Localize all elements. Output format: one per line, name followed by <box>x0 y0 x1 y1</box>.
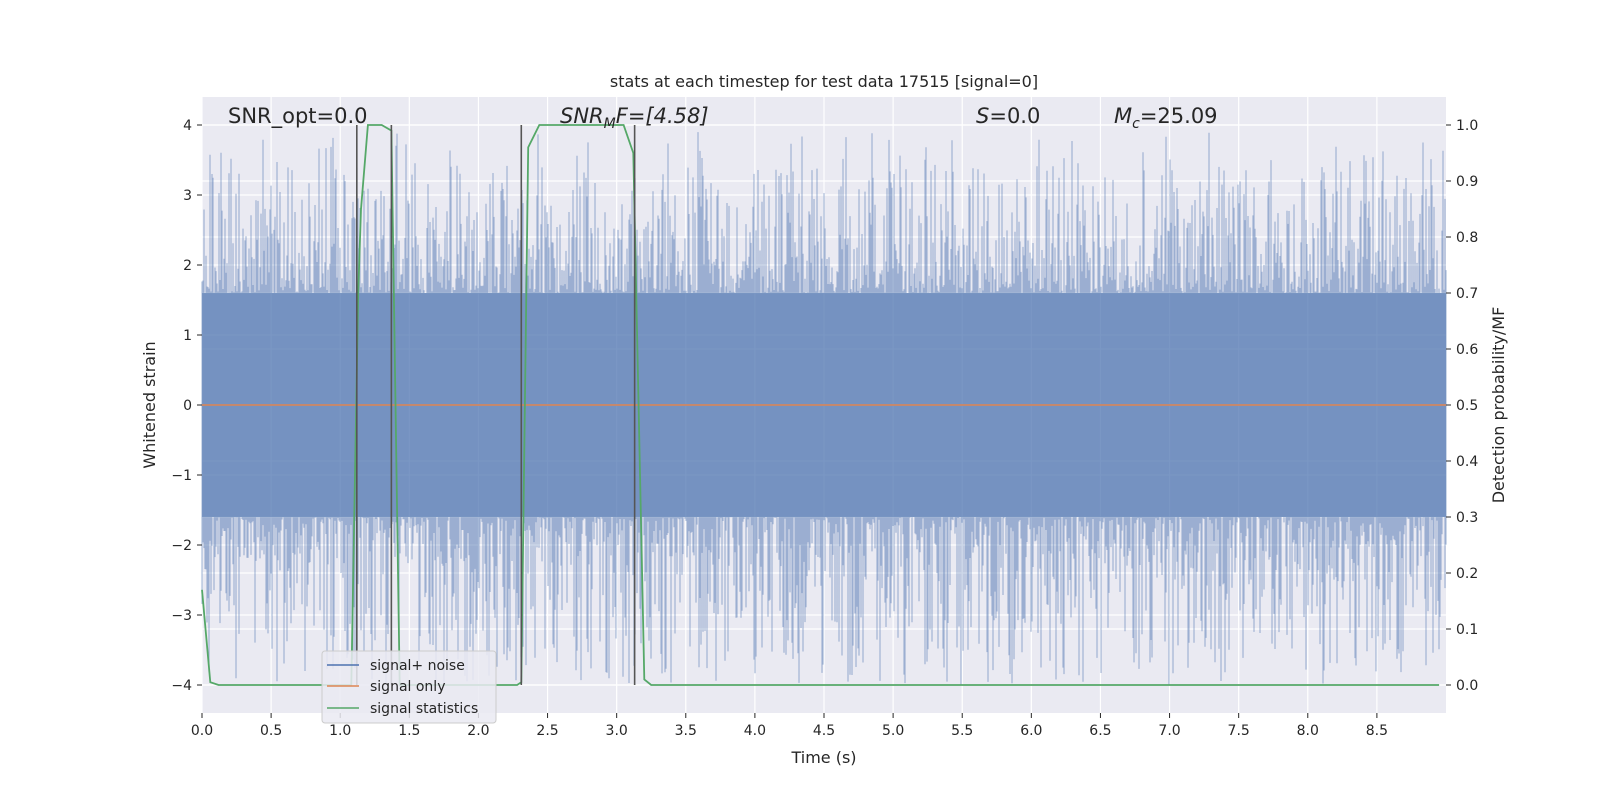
x-tick-label: 3.5 <box>675 723 697 739</box>
annotation-snr-mf: SNRMF=[4.58] <box>560 104 709 132</box>
y2-axis-label: Detection probability/MF <box>1489 307 1508 504</box>
y2-tick-label: 0.8 <box>1456 230 1478 246</box>
x-tick-label: 2.5 <box>536 723 558 739</box>
x-tick-label: 0.5 <box>260 723 282 739</box>
x-axis-label: Time (s) <box>790 748 856 767</box>
y-tick-label: 3 <box>183 188 192 204</box>
y2-tick-label: 0.4 <box>1456 454 1478 470</box>
y2-tick-label: 0.5 <box>1456 398 1478 414</box>
y-tick-label: 0 <box>183 398 192 414</box>
annotation-snr-mf-main: SNR <box>560 104 604 128</box>
annotation-mc-rest: =25.09 <box>1140 104 1218 128</box>
legend-label-signal-statistics: signal statistics <box>370 701 478 717</box>
chart-title: stats at each timestep for test data 175… <box>610 72 1038 91</box>
axes: 0.0 0.5 1.0 1.5 2.0 2.5 3.0 3.5 4.0 4.5 5.0 5.5 6.0 6… <box>171 118 1478 739</box>
annotation-snr-mf-rest: F=[4.58] <box>616 104 709 128</box>
x-tick-label: 7.5 <box>1228 723 1250 739</box>
annotation-snr-opt: SNR_opt=0.0 <box>228 104 368 129</box>
annotation-mc-sub: c <box>1132 116 1140 132</box>
annotation-s-rest: =0.0 <box>989 104 1040 128</box>
x-tick-label: 6.0 <box>1020 723 1042 739</box>
y2-tick-label: 0.6 <box>1456 342 1478 358</box>
annotation-mc-main: M <box>1114 104 1132 128</box>
y-axis-label: Whitened strain <box>140 341 159 468</box>
y2-tick-label: 0.1 <box>1456 622 1478 638</box>
annotation-mc: Mc=25.09 <box>1114 104 1218 132</box>
x-tick-label: 8.5 <box>1366 723 1388 739</box>
annotation-s: S=0.0 <box>976 104 1040 128</box>
x-tick-label: 5.5 <box>951 723 973 739</box>
y2-tick-label: 0.3 <box>1456 510 1478 526</box>
legend-label-signal-only: signal only <box>370 679 445 695</box>
x-tick-label: 4.0 <box>744 723 766 739</box>
y2-tick-label: 1.0 <box>1456 118 1478 134</box>
y-tick-label: −3 <box>171 608 192 624</box>
y-tick-label: 1 <box>183 328 192 344</box>
x-tick-label: 6.5 <box>1089 723 1111 739</box>
x-tick-label: 1.5 <box>398 723 420 739</box>
x-tick-label: 1.0 <box>329 723 351 739</box>
signal-noise-trace <box>201 132 1447 685</box>
y2-tick-label: 0.2 <box>1456 566 1478 582</box>
y-tick-label: 4 <box>183 118 192 134</box>
y-tick-label: −4 <box>171 678 192 694</box>
x-tick-label: 8.0 <box>1297 723 1319 739</box>
annotation-snr-mf-sub: M <box>604 116 616 132</box>
x-tick-label: 3.0 <box>606 723 628 739</box>
y2-tick-label: 0.7 <box>1456 286 1478 302</box>
y2-tick-label: 0.0 <box>1456 678 1478 694</box>
x-tick-label: 0.0 <box>191 723 213 739</box>
annotation-s-italic: S <box>976 104 989 128</box>
x-tick-label: 5.0 <box>882 723 904 739</box>
x-tick-label: 7.0 <box>1158 723 1180 739</box>
legend-box <box>321 650 497 724</box>
x-tick-label: 2.0 <box>467 723 489 739</box>
y-tick-label: −2 <box>171 538 192 554</box>
y2-tick-label: 0.9 <box>1456 174 1478 190</box>
legend-label-signal-noise: signal+ noise <box>370 658 465 674</box>
legend: signal+ noise signal only signal statist… <box>321 650 497 724</box>
x-tick-label: 4.5 <box>813 723 835 739</box>
y-tick-label: −1 <box>171 468 192 484</box>
y-tick-label: 2 <box>183 258 192 274</box>
vertical-markers <box>356 125 636 685</box>
